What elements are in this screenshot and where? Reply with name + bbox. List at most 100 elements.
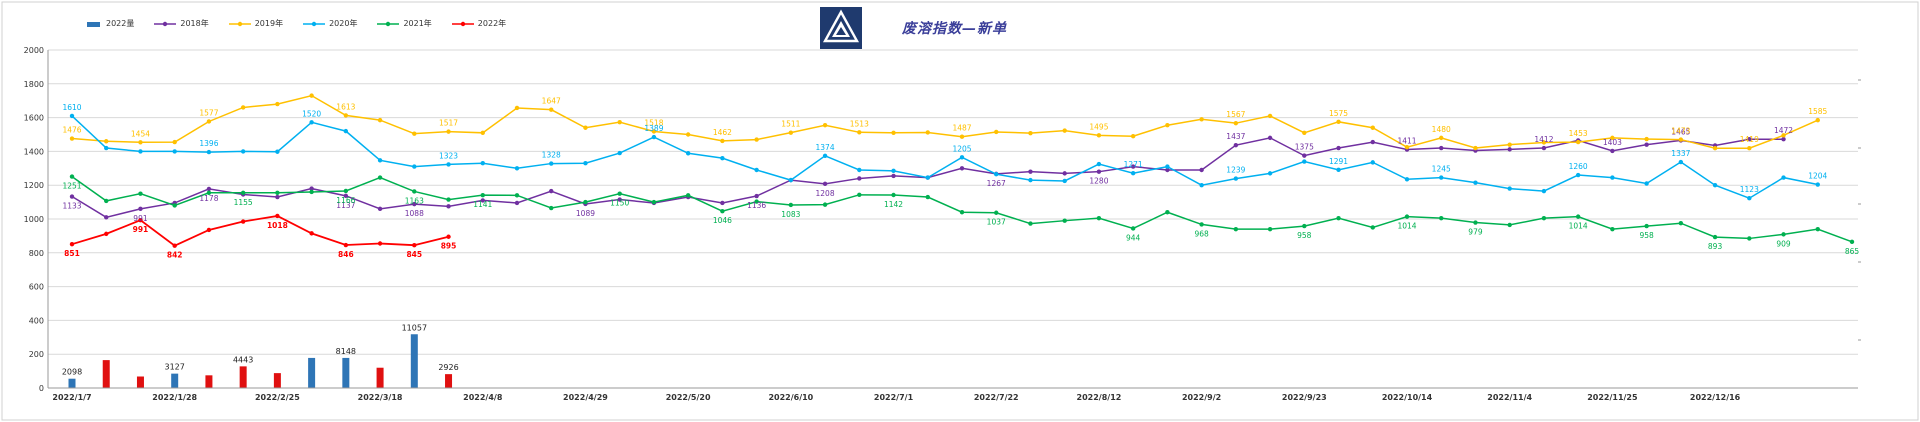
data-point: [1815, 226, 1820, 232]
data-point: [275, 101, 280, 107]
data-label: 1267: [987, 179, 1006, 188]
series-line-s2019: [71, 94, 1819, 149]
data-label: 1014: [1569, 222, 1588, 231]
data-point: [788, 130, 794, 135]
data-label: 845: [406, 250, 422, 259]
data-point: [343, 188, 349, 194]
data-point: [446, 162, 451, 167]
data-label: 1239: [1226, 166, 1245, 175]
data-point: [1747, 145, 1752, 151]
data-point: [754, 137, 759, 142]
data-point: [1781, 175, 1786, 180]
data-point: [309, 189, 314, 195]
data-label: 1567: [1226, 110, 1245, 119]
data-point: [1062, 218, 1067, 223]
data-point: [1199, 167, 1204, 173]
volume-bar: [273, 373, 281, 388]
legend-item-2022: 2022年: [451, 18, 506, 29]
legend-swatch-line-icon: [451, 21, 474, 26]
data-label: 1487: [952, 124, 971, 133]
data-label: 1476: [62, 126, 81, 135]
legend-label: 2018年: [180, 19, 209, 28]
data-point: [1130, 164, 1136, 169]
data-point: [1233, 226, 1239, 232]
x-tick-label: 2022/7/22: [974, 393, 1019, 402]
data-point: [651, 199, 657, 205]
data-point: [1781, 137, 1786, 142]
data-label: 1014: [1397, 222, 1416, 231]
data-point: [1096, 215, 1102, 221]
y-tick-label: 1800: [24, 80, 44, 89]
data-point: [994, 129, 999, 135]
data-label: 944: [1126, 233, 1141, 242]
x-tick-label: 2022/11/25: [1587, 393, 1638, 402]
data-point: [583, 199, 588, 205]
data-label: 1518: [644, 118, 663, 127]
data-point: [1302, 130, 1307, 136]
data-label: 1610: [62, 103, 81, 112]
data-point: [1062, 171, 1067, 176]
legend-swatch-line-icon: [377, 21, 400, 26]
data-point: [412, 131, 417, 136]
data-label: 1613: [336, 102, 355, 111]
x-tick-label: 2022/9/2: [1182, 393, 1221, 402]
data-point: [754, 193, 759, 199]
data-point: [1165, 167, 1170, 173]
data-label: 991: [133, 225, 149, 234]
data-point: [1336, 215, 1341, 221]
data-point: [104, 198, 109, 204]
data-point: [69, 194, 75, 199]
data-label: 842: [167, 251, 183, 260]
data-point: [925, 130, 930, 135]
data-label: 1136: [747, 201, 766, 210]
data-label: 1473: [1671, 127, 1690, 136]
data-point: [1507, 142, 1512, 147]
data-point: [891, 130, 896, 136]
data-point: [1130, 171, 1136, 176]
x-tick-label: 2022/9/23: [1282, 393, 1327, 402]
data-point: [240, 190, 246, 196]
x-tick-label: 2022/7/1: [874, 393, 914, 402]
data-point: [1028, 177, 1033, 183]
data-point: [1336, 119, 1341, 125]
data-point: [685, 132, 691, 137]
data-point: [138, 217, 143, 223]
data-label: 1480: [1432, 125, 1451, 134]
data-point: [412, 164, 417, 169]
data-point: [1575, 214, 1581, 219]
data-point: [822, 202, 828, 207]
y-tick-label: 0: [39, 384, 44, 393]
legend-label: 2019年: [254, 19, 284, 28]
data-point: [1096, 133, 1102, 138]
data-point: [788, 202, 794, 208]
data-label: 1133: [62, 202, 81, 211]
x-tick-label: 2022/4/29: [563, 393, 608, 402]
data-point: [1370, 139, 1375, 145]
data-point: [104, 139, 109, 144]
data-point: [1199, 183, 1204, 188]
data-label: 1465: [1671, 127, 1690, 136]
x-tick-label: 2022/1/28: [152, 393, 197, 402]
data-point: [822, 181, 828, 187]
x-tick-label: 2022/11/4: [1487, 393, 1532, 402]
bar-value-label: 4443: [233, 355, 253, 364]
data-point: [1541, 140, 1547, 145]
x-tick-label: 2022/8/12: [1077, 393, 1122, 402]
data-point: [377, 117, 383, 123]
data-point: [891, 173, 896, 179]
data-point: [1062, 128, 1067, 133]
data-label: 1141: [473, 200, 492, 209]
data-point: [1541, 188, 1547, 194]
series-line-s2022: [71, 215, 449, 247]
data-label: 1412: [1534, 135, 1553, 144]
bar-value-label: 3127: [165, 363, 185, 372]
data-point: [1507, 147, 1512, 152]
data-label: 1245: [1432, 165, 1451, 174]
data-point: [412, 201, 417, 207]
data-point: [138, 149, 143, 154]
data-point: [138, 140, 143, 145]
data-point: [1370, 225, 1375, 230]
data-point: [959, 166, 965, 171]
data-label: 1577: [199, 108, 218, 117]
data-label: 1150: [610, 199, 629, 208]
